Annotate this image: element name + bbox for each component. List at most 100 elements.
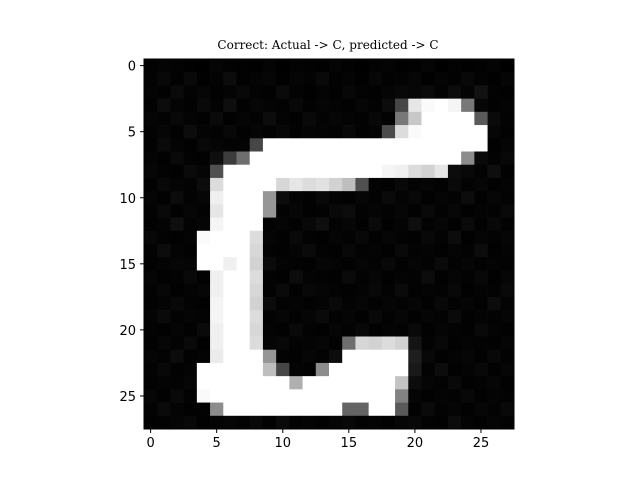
heatmap-cell	[262, 217, 277, 232]
heatmap-cell	[157, 283, 171, 298]
heatmap-cell	[500, 217, 515, 232]
heatmap-cell	[381, 111, 396, 126]
heatmap-cell	[289, 362, 303, 377]
heatmap-cell	[210, 85, 224, 99]
heatmap-cell	[170, 362, 184, 377]
heatmap-cell	[447, 376, 462, 390]
heatmap-cell	[196, 177, 211, 192]
heatmap-cell	[249, 164, 264, 179]
heatmap-cell	[210, 191, 224, 205]
heatmap-cell	[342, 204, 356, 218]
heatmap-cell	[249, 98, 264, 113]
heatmap-cell	[170, 336, 184, 351]
heatmap-cell	[196, 349, 211, 364]
heatmap-cell	[210, 138, 224, 152]
heatmap-cell	[249, 177, 264, 192]
heatmap-cell	[368, 389, 383, 403]
heatmap-cell	[461, 389, 475, 403]
heatmap-cell	[500, 257, 515, 271]
heatmap-cell	[302, 336, 317, 351]
heatmap-cell	[262, 362, 277, 377]
heatmap-cell	[262, 72, 277, 86]
heatmap-cell	[223, 362, 237, 377]
heatmap-cell	[474, 257, 488, 271]
heatmap-cell	[461, 138, 475, 152]
heatmap-cell	[395, 296, 409, 311]
heatmap-cell	[262, 204, 277, 218]
heatmap-cell	[157, 72, 171, 86]
heatmap-cell	[461, 349, 475, 364]
heatmap-cell	[249, 111, 264, 126]
heatmap-cell	[262, 270, 277, 284]
heatmap-cell	[474, 204, 488, 218]
heatmap-cell	[342, 310, 356, 324]
heatmap-cell	[210, 283, 224, 298]
heatmap-cell	[500, 244, 515, 258]
heatmap-cell	[434, 138, 449, 152]
heatmap-cell	[276, 323, 290, 337]
heatmap-cell	[302, 125, 317, 139]
heatmap-cell	[474, 244, 488, 258]
heatmap-cell	[447, 244, 462, 258]
heatmap-cell	[210, 376, 224, 390]
heatmap-cell	[144, 230, 158, 245]
heatmap-cell	[500, 310, 515, 324]
heatmap-cell	[342, 59, 356, 73]
heatmap-cell	[210, 336, 224, 351]
heatmap-cell	[302, 296, 317, 311]
heatmap-cell	[315, 217, 330, 232]
heatmap-cell	[196, 323, 211, 337]
heatmap-cell	[289, 389, 303, 403]
heatmap-cell	[500, 323, 515, 337]
heatmap-cell	[223, 336, 237, 351]
heatmap-cell	[302, 402, 317, 417]
heatmap-cell	[355, 125, 369, 139]
heatmap-cell	[196, 310, 211, 324]
heatmap-cell	[249, 85, 264, 99]
heatmap-cell	[249, 125, 264, 139]
heatmap-cell	[157, 257, 171, 271]
heatmap-cell	[289, 415, 303, 430]
heatmap-cell	[421, 402, 436, 417]
heatmap-cell	[144, 204, 158, 218]
heatmap-cell	[342, 72, 356, 86]
heatmap-cell	[421, 164, 436, 179]
heatmap-cell	[342, 257, 356, 271]
heatmap-cell	[289, 402, 303, 417]
heatmap-cell	[434, 164, 449, 179]
heatmap-cell	[236, 59, 251, 73]
heatmap-cell	[289, 151, 303, 166]
heatmap-cell	[315, 111, 330, 126]
heatmap-cell	[381, 85, 396, 99]
heatmap-cell	[196, 230, 211, 245]
heatmap-cell	[170, 389, 184, 403]
heatmap-cell	[223, 177, 237, 192]
heatmap-cell	[434, 362, 449, 377]
heatmap-cell	[421, 177, 436, 192]
heatmap-cell	[368, 323, 383, 337]
heatmap-cell	[355, 230, 369, 245]
heatmap-cell	[157, 402, 171, 417]
heatmap-cell	[421, 270, 436, 284]
heatmap-cell	[500, 98, 515, 113]
y-tick-label: 25	[119, 390, 136, 405]
heatmap-cell	[302, 98, 317, 113]
heatmap-cell	[474, 138, 488, 152]
heatmap-cell	[408, 164, 422, 179]
heatmap-cell	[249, 296, 264, 311]
heatmap-cell	[262, 230, 277, 245]
heatmap-cell	[421, 230, 436, 245]
heatmap-cell	[381, 125, 396, 139]
heatmap-cell	[315, 138, 330, 152]
heatmap-cell	[276, 310, 290, 324]
heatmap-cell	[487, 138, 502, 152]
heatmap-cell	[289, 85, 303, 99]
heatmap-cell	[447, 59, 462, 73]
heatmap-cell	[196, 98, 211, 113]
heatmap-cell	[144, 362, 158, 377]
heatmap-cell	[276, 177, 290, 192]
heatmap-cell	[302, 217, 317, 232]
heatmap-cell	[368, 151, 383, 166]
heatmap-cell	[500, 138, 515, 152]
heatmap-cell	[276, 389, 290, 403]
